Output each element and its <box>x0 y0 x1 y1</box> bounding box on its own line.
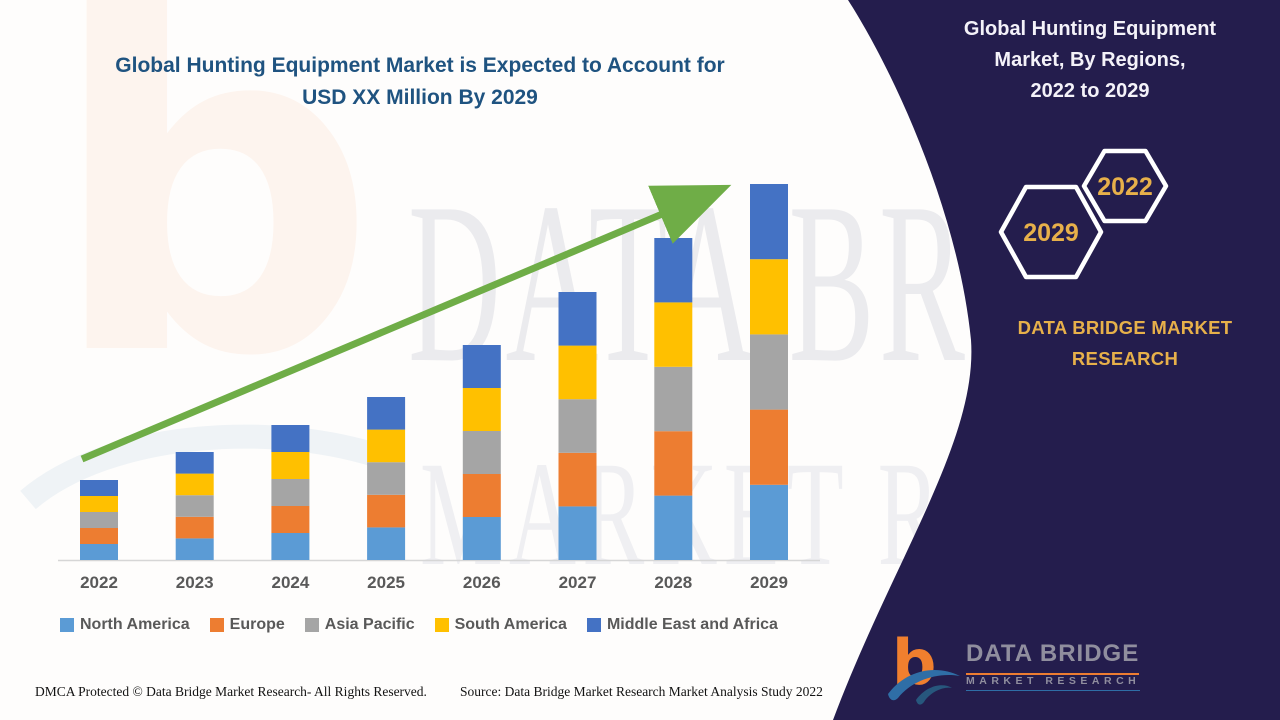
bar-segment <box>462 345 501 388</box>
chart-title-line2: USD XX Million By 2029 <box>302 86 538 109</box>
chart-title-line1: Global Hunting Equipment Market is Expec… <box>115 54 725 77</box>
bar-segment <box>271 479 310 506</box>
chart-title: Global Hunting Equipment Market is Expec… <box>40 50 800 114</box>
hexagon-2029-label: 2029 <box>1023 219 1079 247</box>
legend-item: Middle East and Africa <box>586 616 778 634</box>
legend-item: Europe <box>209 616 285 634</box>
bar-segment <box>558 506 597 560</box>
x-axis-label: 2025 <box>367 573 405 592</box>
x-axis-label: 2029 <box>750 573 788 592</box>
brand-text: DATA BRIDGE MARKET RESEARCH <box>975 312 1275 374</box>
panel-title-line2: Market, By Regions, <box>994 49 1186 71</box>
bar-segment <box>654 495 693 560</box>
bar-segment <box>175 452 214 474</box>
bar-segment <box>367 527 406 560</box>
legend-swatch <box>304 618 319 632</box>
legend-swatch <box>60 618 74 632</box>
x-axis-label: 2023 <box>176 573 214 592</box>
legend-label: Europe <box>229 616 285 633</box>
dbmr-logo-icon: b <box>888 628 960 705</box>
bar-segment <box>558 345 597 400</box>
watermark-swoosh-icon <box>20 424 395 510</box>
panel-title: Global Hunting Equipment Market, By Regi… <box>938 14 1242 107</box>
bar-segment <box>654 238 693 303</box>
hexagon-2029 <box>998 184 1104 280</box>
x-axis-label: 2026 <box>463 573 501 592</box>
bar-segment <box>271 452 310 479</box>
bar-segment <box>750 259 788 335</box>
panel-background <box>833 0 1280 720</box>
bar-segment <box>462 474 501 517</box>
bar-segment <box>175 516 214 539</box>
bar-segment <box>80 528 118 544</box>
dbmr-logo: b DATA BRIDGE MARKET RESEARCH <box>886 628 1141 714</box>
hexagon-2022-label: 2022 <box>1097 173 1153 201</box>
dmca-text: DMCA Protected © Data Bridge Market Rese… <box>35 684 427 699</box>
hexagon-2022 <box>1081 148 1169 224</box>
bar-segment <box>175 538 214 560</box>
bar-segment <box>80 544 118 560</box>
legend-item: North America <box>60 616 190 634</box>
x-axis-label: 2024 <box>271 573 309 592</box>
brand-text-line2: RESEARCH <box>1071 348 1179 369</box>
legend-label: Asia Pacific <box>324 616 415 633</box>
bar-segment <box>750 334 788 410</box>
watermark-logo-b: b <box>48 0 378 457</box>
bar-segment <box>654 366 693 432</box>
bar-segment <box>80 512 118 528</box>
legend-label: Middle East and Africa <box>606 616 778 633</box>
hexagon-badges: 2029 2022 <box>998 148 1169 280</box>
bars-group <box>80 184 788 560</box>
x-axis-label: 2028 <box>654 573 692 592</box>
bar-segment <box>750 184 788 260</box>
bar-segment <box>654 302 693 367</box>
legend-label: South America <box>454 616 567 633</box>
bar-segment <box>271 506 310 533</box>
brand-text-line1: DATA BRIDGE MARKET <box>1017 317 1233 338</box>
bar-segment <box>462 431 501 474</box>
bar-segment <box>175 473 214 496</box>
bar-segment <box>271 425 310 452</box>
bar-segment <box>271 533 310 560</box>
bar-segment <box>558 399 597 453</box>
dbmr-logo-sub: MARKET RESEARCH <box>966 675 1141 691</box>
legend-item: South America <box>434 616 567 634</box>
bar-segment <box>558 292 597 346</box>
bar-segment <box>80 480 118 496</box>
bar-segment <box>462 388 501 431</box>
dbmr-logo-name: DATA BRIDGE <box>966 640 1140 675</box>
bar-segment <box>367 494 406 528</box>
bar-segment <box>750 484 788 560</box>
trend-arrow <box>80 184 732 463</box>
bar-segment <box>462 517 501 560</box>
bar-segment <box>367 462 406 495</box>
bar-segment <box>367 397 406 430</box>
bar-segment <box>367 429 406 463</box>
x-axis-label: 2022 <box>80 573 118 592</box>
x-axis-labels: 2022 2023 2024 2025 2026 2027 2028 2029 <box>80 573 788 592</box>
legend-label: North America <box>80 616 190 633</box>
legend-swatch <box>586 618 601 632</box>
legend-item: Asia Pacific <box>304 616 415 634</box>
legend: North America Europe Asia Pacific South Ame… <box>60 616 778 634</box>
panel-title-line1: Global Hunting Equipment <box>963 18 1217 40</box>
panel-title-line3: 2022 to 2029 <box>1030 80 1150 102</box>
legend-swatch <box>209 618 224 632</box>
bar-segment <box>175 495 214 517</box>
bar-segment <box>558 452 597 507</box>
legend-swatch <box>434 618 449 632</box>
bar-segment <box>750 409 788 485</box>
x-axis-label: 2027 <box>559 573 597 592</box>
source-text: Source: Data Bridge Market Research Mark… <box>460 684 823 699</box>
bar-chart: 2022 2023 2024 2025 2026 2027 2028 2029 <box>58 184 820 592</box>
bar-segment <box>80 496 118 512</box>
bar-segment <box>654 431 693 496</box>
